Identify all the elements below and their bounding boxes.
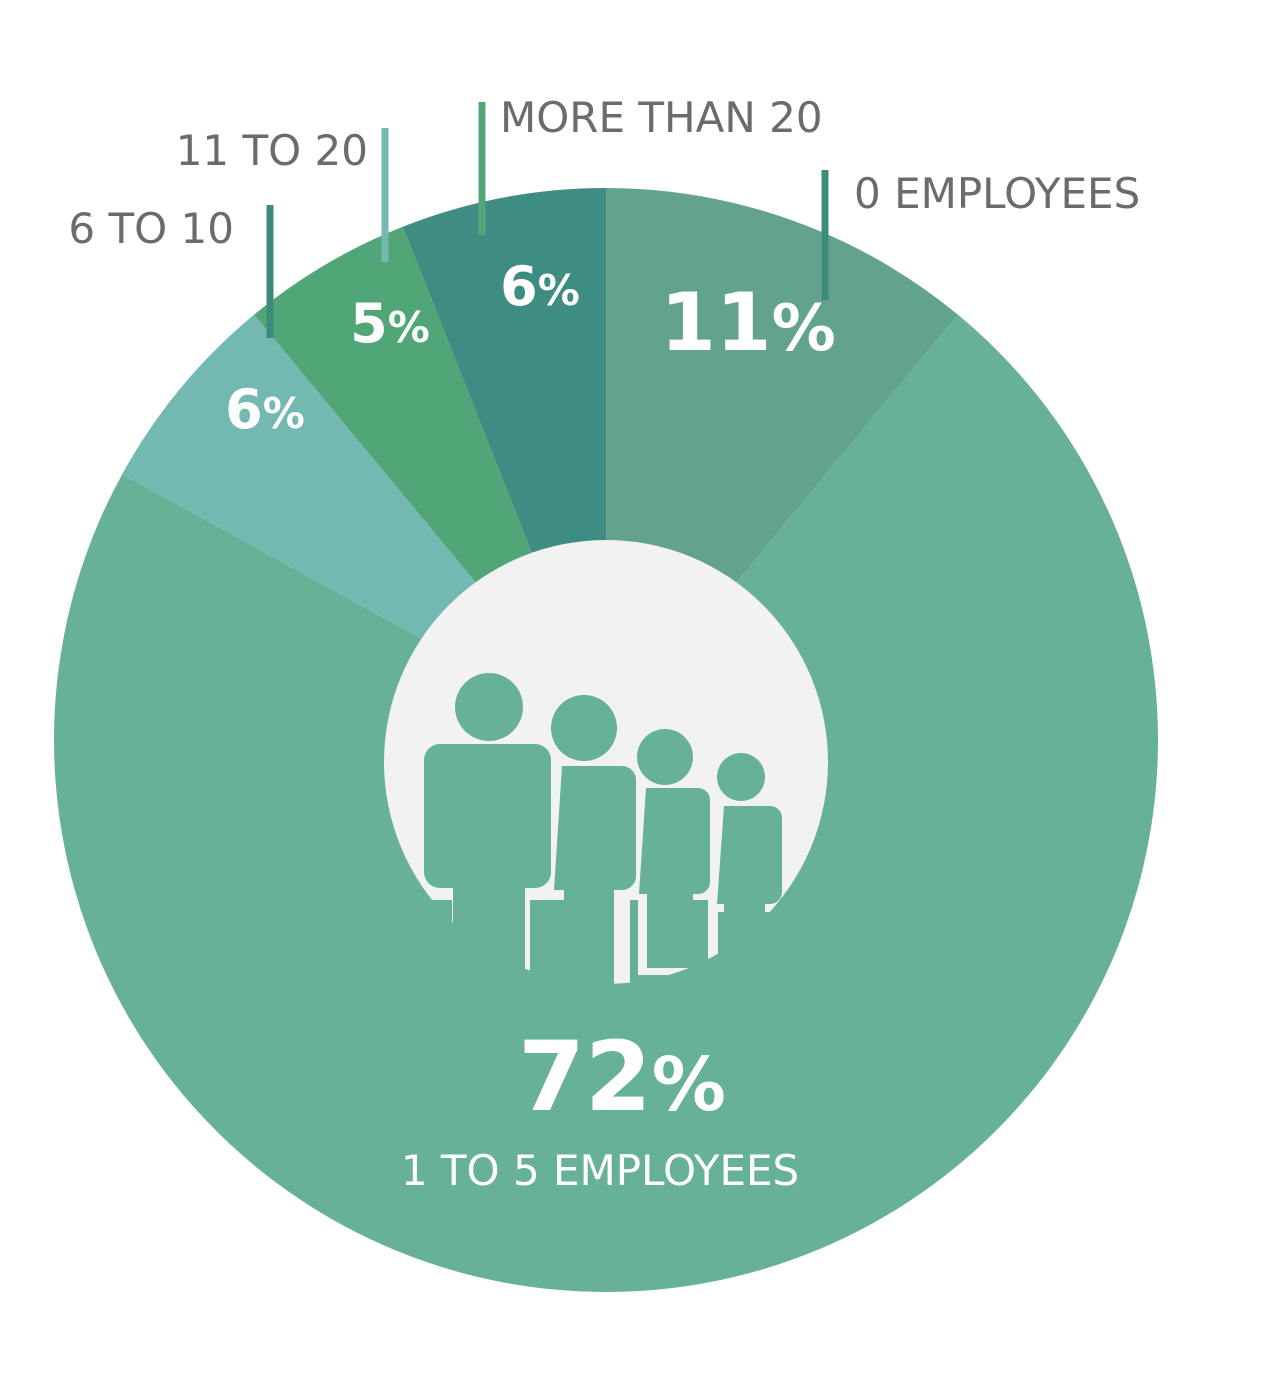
center-mask — [380, 900, 830, 1000]
pct-label-more-than-20: 6% — [500, 255, 580, 318]
center-badge — [380, 540, 830, 1000]
category-label-11-to-20: 11 TO 20 — [176, 126, 368, 175]
category-label-0-employees: 0 EMPLOYEES — [854, 169, 1140, 218]
category-label-more-than-20: MORE THAN 20 — [500, 93, 823, 142]
pct-label-0-employees: 11% — [660, 276, 835, 369]
pct-label-6-to-10: 6% — [225, 378, 305, 441]
pct-label-11-to-20: 5% — [350, 292, 430, 355]
pct-label-1-to-5-employees: 72% — [518, 1021, 726, 1133]
slice-labels: 11% 6% 5% 6% 72% 1 TO 5 EMPLOYEES 0 EMPL… — [68, 93, 1140, 1195]
category-label-1-to-5-employees: 1 TO 5 EMPLOYEES — [401, 1146, 799, 1195]
category-label-6-to-10: 6 TO 10 — [68, 204, 234, 253]
